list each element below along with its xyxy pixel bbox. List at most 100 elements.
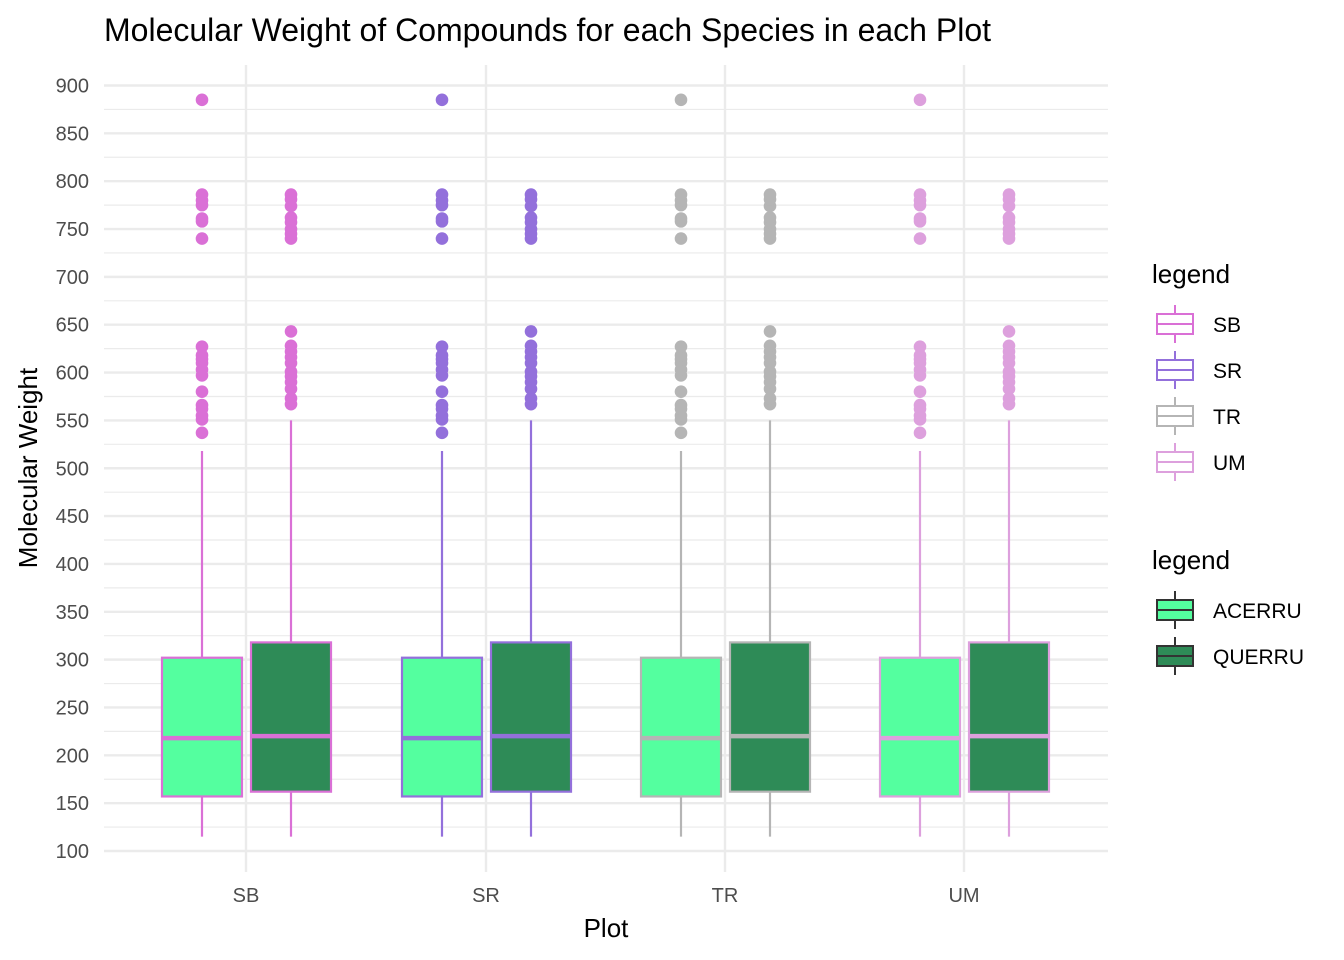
outlier-point (1002, 339, 1016, 353)
legend-label-SR: SR (1213, 360, 1242, 383)
box-rect (967, 641, 1051, 793)
y-tick-label: 350 (56, 602, 89, 624)
outlier-point (1002, 325, 1016, 338)
box-plots (160, 93, 1051, 837)
outlier-point (435, 426, 449, 440)
outlier-point (1002, 188, 1016, 201)
outlier-point (284, 211, 298, 224)
box-SR-QUERRU (489, 188, 573, 837)
outlier-point (674, 188, 688, 201)
outlier-point (763, 392, 777, 405)
y-tick-label: 100 (56, 841, 89, 863)
outlier-point (435, 232, 449, 245)
y-tick-label: 850 (56, 123, 89, 145)
outlier-point (1002, 365, 1016, 378)
outlier-point (763, 339, 777, 353)
legend-label-SB: SB (1213, 314, 1241, 337)
outlier-point (913, 93, 927, 107)
x-tick-label: TR (712, 885, 739, 907)
legend-label-TR: TR (1213, 406, 1241, 429)
outlier-point (195, 426, 209, 440)
outlier-point (674, 340, 688, 354)
outlier-point (1002, 211, 1016, 224)
outlier-point (435, 188, 449, 201)
box-TR-ACERRU (639, 93, 723, 837)
outlier-point (913, 398, 927, 412)
outlier-point (195, 340, 209, 354)
outlier-point (435, 93, 449, 107)
y-tick-label: 750 (56, 219, 89, 241)
y-tick-label: 300 (56, 650, 89, 672)
outlier-point (674, 212, 688, 225)
outlier-point (195, 385, 209, 399)
outlier-point (284, 392, 298, 405)
y-tick-label: 550 (56, 410, 89, 432)
outlier-point (1002, 392, 1016, 405)
outlier-point (524, 339, 538, 353)
outlier-point (435, 398, 449, 412)
y-tick-label: 250 (56, 697, 89, 719)
outlier-point (763, 211, 777, 224)
y-tick-label: 500 (56, 458, 89, 480)
outlier-point (913, 232, 927, 245)
outlier-point (195, 232, 209, 245)
outlier-point (284, 339, 298, 353)
outlier-point (763, 365, 777, 378)
outlier-point (435, 340, 449, 354)
outlier-point (913, 385, 927, 399)
fill-legend-title: legend (1152, 545, 1230, 575)
box-rect (728, 641, 812, 793)
y-tick-label: 200 (56, 745, 89, 767)
y-axis-ticks: 100 150 200 250 300 350 400 450 500 550 600 650 700 7… (56, 76, 89, 864)
outlier-point (674, 93, 688, 107)
outlier-point (284, 188, 298, 201)
outlier-point (763, 188, 777, 201)
outlier-point (763, 325, 777, 338)
box-rect (878, 656, 962, 798)
outlier-point (674, 426, 688, 440)
box-SB-QUERRU (249, 188, 333, 837)
outlier-point (674, 398, 688, 412)
chart-title: Molecular Weight of Compounds for each S… (104, 12, 991, 48)
legend-label-QUERRU: QUERRU (1213, 646, 1304, 669)
x-axis-ticks: SB SR TR UM (233, 885, 980, 907)
outlier-point (195, 349, 209, 362)
y-tick-label: 600 (56, 363, 89, 385)
outlier-point (195, 398, 209, 412)
grid (104, 65, 1108, 872)
y-tick-label: 900 (56, 76, 89, 98)
outlier-point (913, 212, 927, 225)
box-UM-ACERRU (878, 93, 962, 837)
outlier-point (284, 325, 298, 338)
box-rect (249, 641, 333, 793)
y-axis-title: Molecular Weight (13, 367, 43, 568)
outlier-point (524, 188, 538, 201)
box-rect (489, 641, 573, 793)
outlier-point (913, 426, 927, 440)
outlier-point (435, 385, 449, 399)
outlier-point (913, 188, 927, 201)
box-rect (639, 656, 723, 798)
y-tick-label: 800 (56, 171, 89, 193)
outlier-point (435, 212, 449, 225)
fill-legend: legend ACERRU QUERRU (1152, 545, 1304, 675)
outlier-point (913, 340, 927, 354)
outlier-point (913, 349, 927, 362)
legend-label-UM: UM (1213, 452, 1246, 475)
outlier-point (435, 349, 449, 362)
x-tick-label: SR (472, 885, 500, 907)
outlier-point (674, 349, 688, 362)
outlier-point (195, 188, 209, 201)
box-SB-ACERRU (160, 93, 244, 837)
outlier-point (674, 385, 688, 399)
y-tick-label: 650 (56, 315, 89, 337)
outlier-point (524, 392, 538, 405)
legend-label-ACERRU: ACERRU (1213, 600, 1302, 623)
box-TR-QUERRU (728, 188, 812, 837)
x-axis-title: Plot (584, 913, 630, 943)
color-legend: legend SB SR TR UM (1152, 259, 1246, 481)
x-tick-label: SB (233, 885, 260, 907)
y-tick-label: 450 (56, 506, 89, 528)
